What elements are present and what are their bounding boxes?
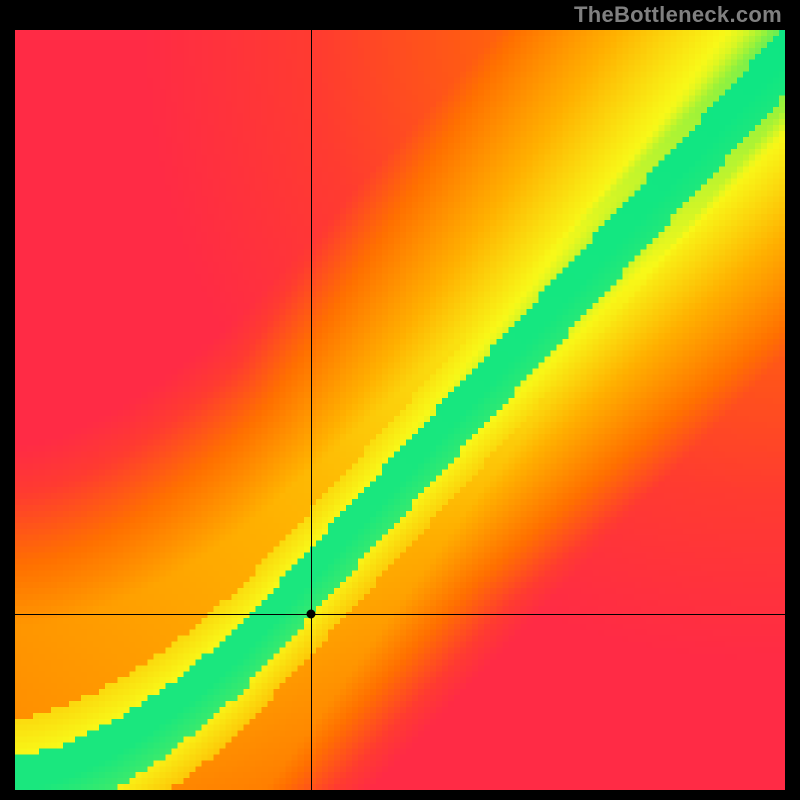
crosshair-horizontal	[15, 614, 785, 615]
watermark-text: TheBottleneck.com	[574, 2, 782, 28]
crosshair-vertical	[311, 30, 312, 790]
crosshair-marker	[307, 609, 316, 618]
heatmap-plot	[15, 30, 785, 790]
heatmap-canvas	[15, 30, 785, 790]
